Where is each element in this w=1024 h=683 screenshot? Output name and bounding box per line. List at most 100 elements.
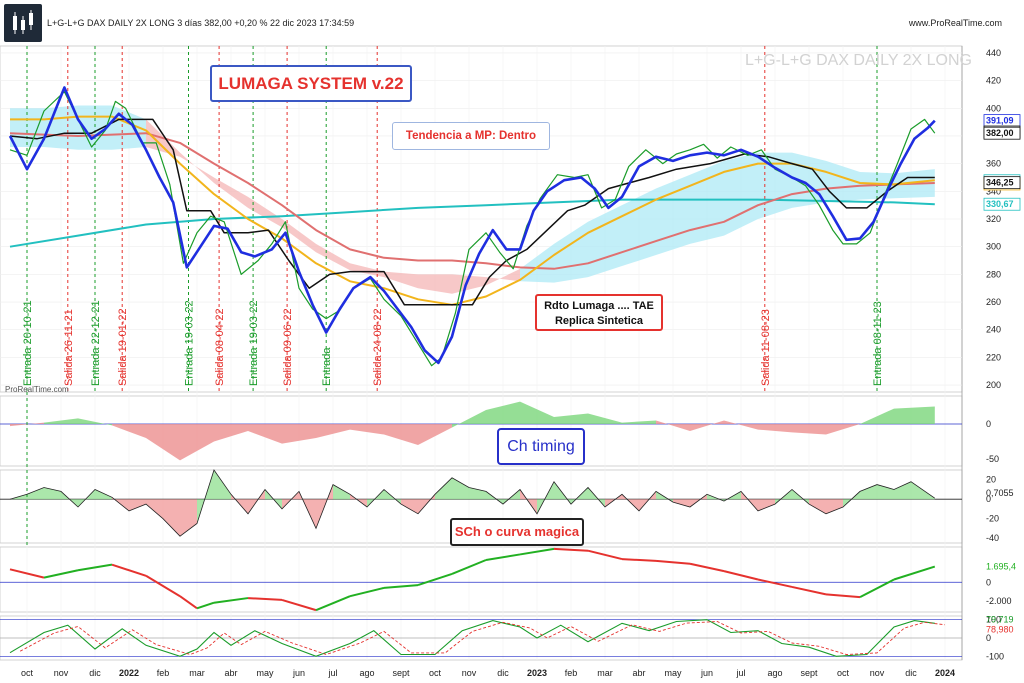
ch-area-segment [180, 424, 214, 461]
ch-tick-label: 0 [986, 419, 991, 429]
osc-tick-label: -100 [986, 651, 1004, 661]
sch-area-segment [894, 481, 911, 500]
sch-area-segment [826, 499, 843, 514]
ch-area-segment [758, 424, 792, 433]
time-tick-label: abr [632, 668, 645, 678]
time-tick-label: jun [700, 668, 713, 678]
value-label: 330,67 [983, 197, 1021, 211]
l3-segment [825, 593, 861, 599]
site-link[interactable]: www.ProRealTime.com [908, 18, 1002, 28]
time-tick-label: jul [735, 668, 745, 678]
ch-area-segment [894, 406, 935, 424]
l3-segment [9, 568, 45, 579]
time-tick-label: 2022 [119, 668, 139, 678]
price-tick-label: 440 [986, 48, 1001, 58]
ch-area-segment [282, 424, 316, 444]
time-tick-label: nov [870, 668, 885, 678]
ch-area-segment [452, 410, 486, 428]
sch-area-segment [163, 499, 180, 537]
time-tick-label: may [664, 668, 682, 678]
time-tick-label: feb [565, 668, 578, 678]
value-label-text: 330,67 [986, 199, 1014, 209]
l3-segment [247, 597, 283, 601]
signal-label: Entrada [321, 347, 333, 386]
time-tick-label: dic [905, 668, 917, 678]
l3-segment [519, 547, 555, 556]
ch-area-segment [248, 424, 282, 444]
osc-tick-label: 100 [986, 615, 1001, 625]
value-label: 382,00 [983, 126, 1021, 140]
signal-label: Entrada 20-10-21 [22, 300, 34, 386]
time-tick-label: dic [497, 668, 509, 678]
sch-area-segment [146, 499, 163, 519]
panel-border-l3 [0, 546, 963, 613]
price-tick-label: 340 [986, 186, 1001, 196]
price-tick-label: 360 [986, 159, 1001, 169]
sch-area-segment [775, 489, 792, 505]
system-title-box: LUMAGA SYSTEM v.22 [210, 65, 412, 102]
time-tick-label: dic [89, 668, 101, 678]
sch-area-segment [214, 470, 231, 500]
l3-segment [791, 585, 827, 596]
time-tick-label: nov [54, 668, 69, 678]
l3-segment [349, 586, 385, 598]
ch-area-segment [384, 424, 418, 445]
value-label-text: 391,09 [986, 116, 1014, 126]
value-label-box [983, 176, 1021, 190]
ch-area-segment [792, 424, 826, 435]
ch-area-segment [486, 401, 520, 424]
l3-segment [723, 570, 759, 581]
series-yellow [10, 115, 935, 306]
time-tick-label: 2024 [935, 668, 955, 678]
sch-area-segment [180, 499, 197, 537]
ch-area-segment [554, 413, 588, 424]
time-tick-label: abr [224, 668, 237, 678]
l3-segment [213, 597, 249, 604]
sch-line [9, 469, 936, 537]
l3-segment [77, 563, 113, 572]
series-black [9, 118, 935, 306]
l3-segment [485, 553, 521, 561]
l3-segment [689, 562, 725, 573]
sch-area-segment [877, 484, 894, 500]
time-tick-label: jun [292, 668, 305, 678]
price-tick-label: 320 [986, 214, 1001, 224]
ch-area-segment [622, 420, 656, 424]
l3-segment [859, 578, 895, 599]
osc-tick-label: 0 [986, 633, 991, 643]
value-label-box [983, 126, 1021, 140]
signal-label: Salida 26-11-21 [63, 309, 75, 386]
osc-line [9, 619, 935, 657]
sch-area-segment [758, 499, 775, 511]
l3-tick-label: -2.000 [986, 596, 1012, 606]
sch-area-segment [452, 477, 469, 500]
ch-area-segment [724, 420, 758, 430]
value-label: 391,09 [983, 114, 1021, 128]
price-tick-label: 200 [986, 380, 1001, 390]
header-bar: L+G-L+G DAX DAILY 2X LONG 3 días 382,00 … [0, 0, 1024, 46]
sch-area-segment [333, 484, 350, 500]
cloud-segment [282, 219, 316, 253]
signal-label: Entrada 19-03-22 [184, 300, 196, 386]
rdto-box: Rdto Lumaga .... TAE Replica Sintetica [535, 294, 663, 331]
ch-tick-label: -50 [986, 454, 999, 464]
time-tick-label: jul [327, 668, 337, 678]
l3-segment [655, 559, 691, 565]
cloud-segment [350, 263, 384, 278]
ch-area-segment [520, 401, 554, 424]
l3-segment [553, 547, 589, 552]
series-lumaga [8, 86, 936, 365]
rdto-line-1: Rdto Lumaga .... TAE [544, 300, 654, 312]
value-label-box [983, 197, 1021, 211]
l3-tick-label: 0 [986, 577, 991, 587]
price-tick-label: 400 [986, 103, 1001, 113]
l3-segment [383, 584, 419, 589]
price-tick-label: 260 [986, 297, 1001, 307]
cloud-segment [214, 177, 248, 208]
time-tick-label: sept [800, 668, 818, 678]
price-tick-label: 220 [986, 352, 1001, 362]
cloud-segment [316, 243, 350, 271]
l3-segment [43, 569, 79, 579]
price-tick-label: 240 [986, 325, 1001, 335]
sch-area-segment [129, 499, 146, 511]
